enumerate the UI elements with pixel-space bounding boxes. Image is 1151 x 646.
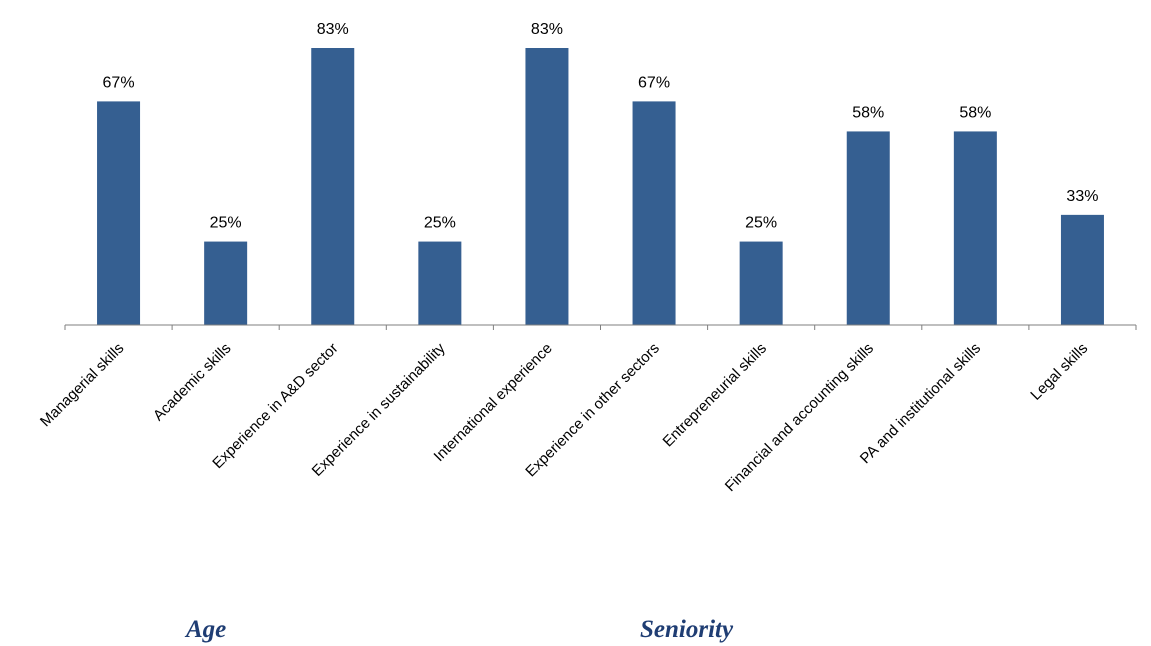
x-axis <box>64 324 1137 330</box>
data-label: 83% <box>531 21 563 38</box>
bar <box>846 131 890 325</box>
category-labels-group: Managerial skills Academic skillsExperien… <box>37 339 1091 495</box>
data-label: 25% <box>424 215 456 232</box>
category-label: Entrepreneurial skills <box>660 340 770 450</box>
bar <box>632 101 676 326</box>
bars-group <box>97 48 1104 326</box>
data-label: 58% <box>959 104 991 121</box>
bar <box>953 131 997 325</box>
category-label: Managerial skills <box>37 340 127 430</box>
category-label: International experience <box>431 340 556 465</box>
data-label: 83% <box>317 21 349 38</box>
data-label: 67% <box>638 74 670 91</box>
data-label: 58% <box>852 104 884 121</box>
category-label: Academic skills <box>150 340 235 425</box>
bar <box>1060 214 1104 325</box>
seniority-caption: Seniority <box>640 616 734 643</box>
bar <box>204 241 248 325</box>
category-label: Legal skills <box>1027 340 1091 404</box>
bar <box>739 241 783 325</box>
data-labels-group: 67% 25% 83% 25% 83% 67% 25% 58% 58% 33% <box>103 21 1099 232</box>
data-label: 25% <box>745 215 777 232</box>
category-label: PA and institutional skills <box>857 340 984 467</box>
data-label: 25% <box>210 215 242 232</box>
bar <box>97 101 141 326</box>
data-label: 33% <box>1066 188 1098 205</box>
age-caption: Age <box>186 616 227 643</box>
category-label: Experience in A&D sector <box>209 340 341 472</box>
bar <box>525 48 569 325</box>
bar <box>418 241 462 325</box>
bar <box>311 48 355 325</box>
data-label: 67% <box>103 74 135 91</box>
